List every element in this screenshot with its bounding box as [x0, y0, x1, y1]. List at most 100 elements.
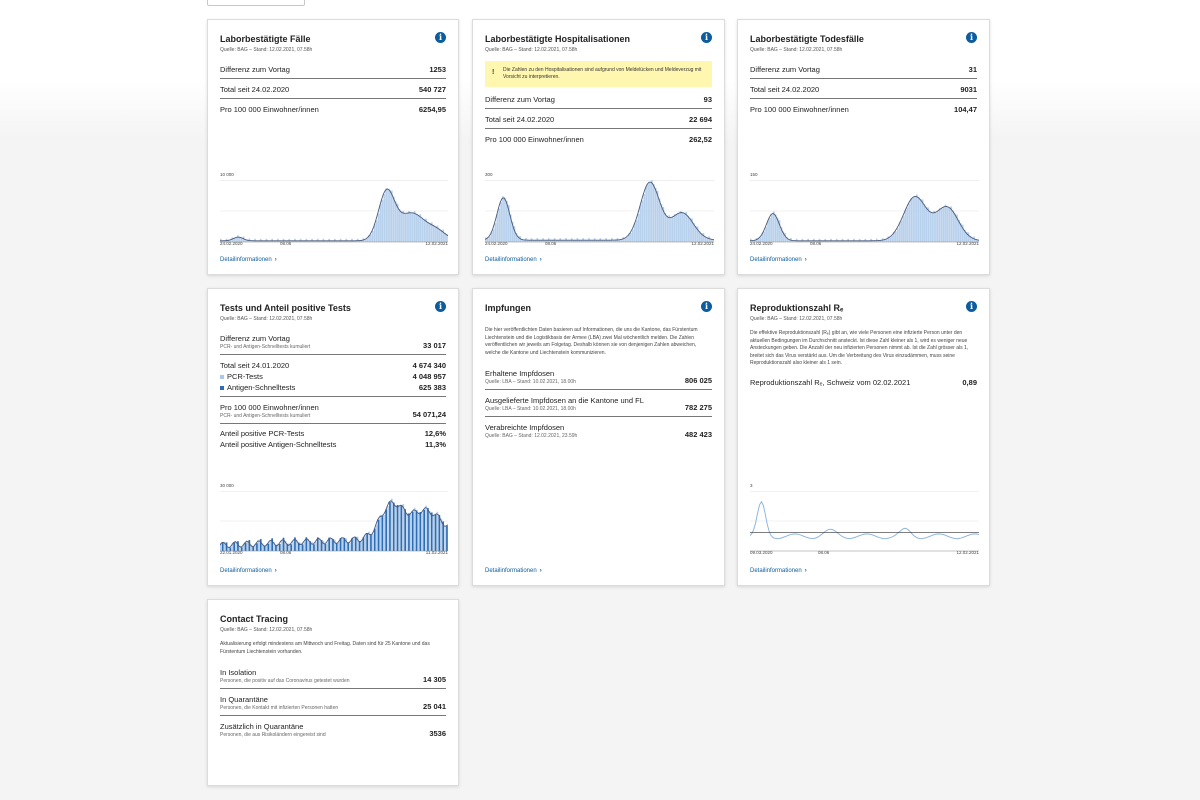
chart-bar: [511, 221, 514, 242]
chart-bar: [862, 240, 865, 242]
y-tick-label: 3: [750, 483, 753, 488]
chart-bar: [788, 239, 790, 242]
chart-bar: [318, 240, 321, 242]
chart-bar: [402, 503, 405, 551]
chart-bar: [278, 240, 281, 242]
card-title: Laborbestätigte Hospitalisationen: [485, 34, 631, 44]
chart-bar: [335, 543, 338, 551]
chart-bar: [540, 240, 543, 242]
chart-bar: [263, 240, 266, 242]
chart-bar: [828, 240, 830, 242]
chart-bar: [277, 543, 279, 551]
card-source: Quelle: BAG – Stand: 12.02.2021, 07.58h: [220, 627, 313, 633]
y-tick-label: 10 000: [220, 172, 234, 177]
info-icon[interactable]: i: [701, 32, 712, 43]
chart-bar: [856, 240, 859, 242]
y-tick-label: 300: [485, 172, 493, 177]
chart-bar: [940, 208, 943, 242]
chart-bar: [839, 240, 842, 242]
chart-bar: [555, 240, 558, 242]
info-icon[interactable]: i: [701, 301, 712, 312]
chart-bar: [406, 513, 408, 551]
stat-row: Total seit 24.02.2020 22 694: [485, 109, 712, 129]
chart-bar: [223, 542, 226, 551]
card-title: Tests und Anteil positive Tests: [220, 303, 351, 313]
chart-bar: [496, 213, 499, 242]
chart-bar: [362, 537, 365, 551]
detail-link[interactable]: Detailinformationen ›: [750, 257, 807, 263]
chart-bar: [229, 240, 232, 242]
stat-row: Differenz zum Vortag PCR- und Antigen-Sch…: [220, 328, 446, 355]
chart-bar: [244, 239, 247, 242]
info-icon[interactable]: i: [435, 301, 446, 312]
detail-link[interactable]: Detailinformationen ›: [485, 257, 542, 263]
chart-bar: [502, 196, 504, 242]
chart-bar: [967, 232, 970, 242]
chart-bar: [273, 240, 275, 242]
chart-bar: [843, 240, 846, 242]
chart-bar: [668, 215, 670, 242]
x-tick-end: 11.02.2021: [425, 550, 448, 555]
chart-bar: [712, 239, 714, 242]
detail-link[interactable]: Detailinformationen ›: [220, 257, 277, 263]
chart-bar: [609, 240, 611, 242]
top-dropdown[interactable]: [207, 0, 305, 6]
info-icon[interactable]: i: [966, 32, 977, 43]
stat-row: In Quarantäne Personen, die Kontakt mit i…: [220, 689, 446, 716]
chart-bar: [950, 206, 953, 242]
chart-bar: [250, 544, 253, 551]
chart-bar: [891, 235, 893, 242]
chart-bar: [866, 240, 869, 242]
chart-bar: [900, 220, 903, 242]
chart-bar: [269, 540, 272, 551]
chart-bar: [925, 207, 928, 242]
card-intro: Die effektive Reproduktionszahl (Rₑ) gib…: [750, 330, 969, 366]
chart-bar: [389, 501, 391, 551]
chart-bar: [753, 240, 756, 242]
chart-bar: [811, 240, 813, 242]
chart-bar: [343, 240, 346, 242]
card-source: Quelle: BAG – Stand: 12.02.2021, 07.58h: [220, 47, 313, 53]
chart-bar: [318, 538, 321, 551]
x-tick-end: 12.02.2021: [691, 241, 714, 246]
x-tick-end: 12.02.2021: [425, 241, 448, 246]
chart-bar: [425, 218, 427, 242]
chart-bar: [607, 240, 609, 242]
info-icon[interactable]: i: [435, 32, 446, 43]
detail-link[interactable]: Detailinformationen ›: [485, 568, 542, 574]
chart-bar: [286, 543, 289, 551]
chart-bar: [330, 240, 332, 242]
chart-bar: [637, 213, 640, 242]
chart-bar: [296, 240, 298, 242]
info-icon[interactable]: i: [966, 301, 977, 312]
chart-bar: [408, 210, 410, 242]
chart-bar: [574, 240, 577, 242]
chart-bar: [601, 240, 604, 242]
chart-bar: [854, 240, 857, 242]
chart-bar: [784, 233, 787, 242]
chart-bar: [774, 214, 777, 242]
chart-bar: [438, 228, 441, 242]
trend-line: [220, 188, 448, 242]
chart-bar: [288, 543, 291, 551]
chart-bar: [320, 540, 323, 551]
detail-link[interactable]: Detailinformationen ›: [220, 568, 277, 574]
chart-bar: [958, 219, 960, 242]
chart-bar: [406, 213, 408, 242]
chart-bar: [417, 512, 420, 551]
chart-bar: [706, 237, 709, 242]
chart-bar: [311, 541, 313, 551]
chart-bar: [368, 531, 370, 551]
chart-bar: [612, 240, 615, 242]
chart-bar: [358, 541, 361, 551]
chart-bar: [763, 231, 766, 242]
chart-bar: [670, 217, 672, 242]
chart-bar: [664, 212, 667, 242]
chart-bar: [271, 538, 274, 551]
chart-bar: [381, 515, 384, 551]
chart-bar: [767, 220, 769, 242]
chart-bar: [780, 227, 783, 242]
chart-bar: [914, 196, 916, 242]
detail-link[interactable]: Detailinformationen ›: [750, 568, 807, 574]
chart-bar: [398, 506, 401, 551]
